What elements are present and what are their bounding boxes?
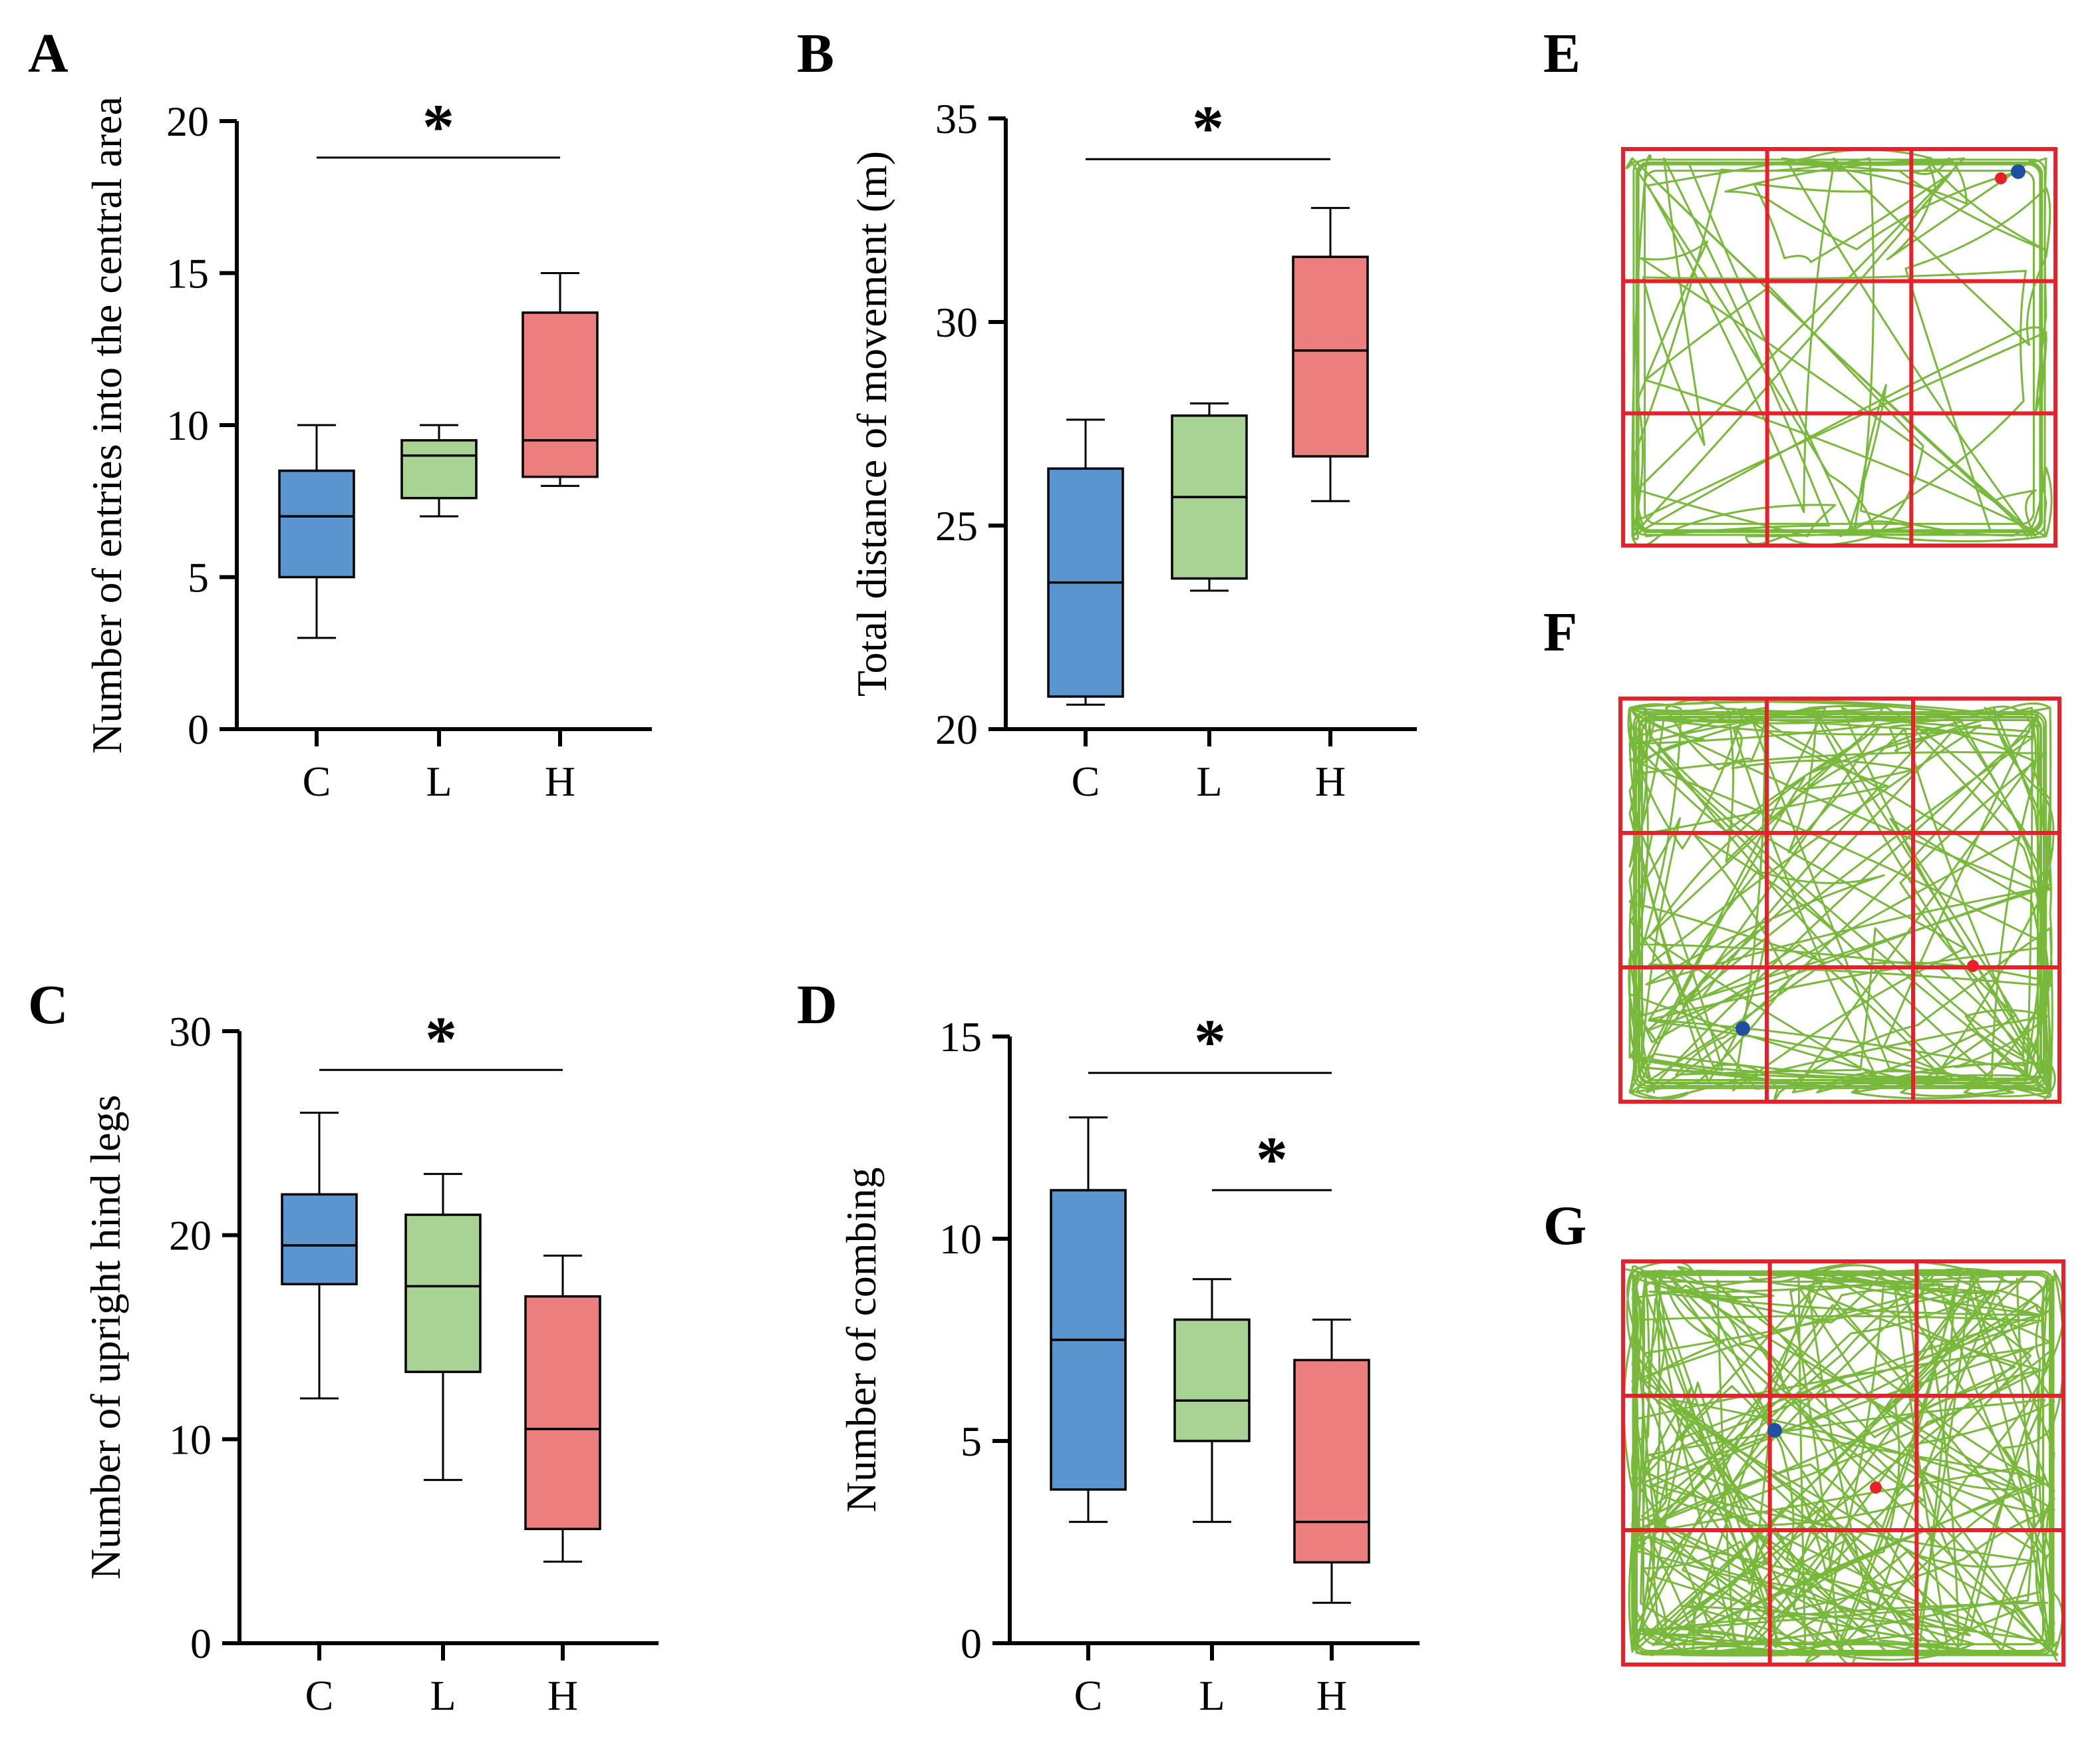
arena-border	[1621, 1259, 2065, 1667]
y-tick-label: 20	[166, 98, 209, 145]
y-tick-label: 0	[190, 1620, 212, 1667]
boxplot-panel-a: 0 5 10 15 20 C L H Number of entries into the ce…	[83, 91, 652, 805]
panel-letter-b: B	[797, 23, 834, 84]
box-l	[404, 1213, 482, 1373]
panel-letter-f: F	[1543, 601, 1577, 663]
significance-star: *	[425, 1003, 457, 1074]
y-tick-label: 0	[188, 706, 209, 753]
track-start-marker	[1735, 1021, 1750, 1036]
box-h	[1293, 1358, 1370, 1564]
y-tick-label: 10	[169, 1416, 212, 1463]
x-tick-label: L	[426, 758, 452, 805]
boxplot-panel-c: 0 10 20 30 C L H Number of upright hind legs *	[82, 1003, 659, 1719]
y-tick-label: 15	[166, 250, 209, 297]
track-end-marker	[1967, 960, 1979, 972]
x-tick-label: H	[1316, 1672, 1347, 1719]
boxplot-panel-d: 0 5 10 15 C L H Number of combing * *	[837, 1007, 1420, 1719]
box-l	[400, 439, 478, 500]
x-tick-label: C	[305, 1672, 334, 1719]
y-tick-label: 10	[939, 1215, 982, 1263]
box-c	[281, 1193, 358, 1286]
track-end-marker	[1995, 172, 2007, 184]
y-tick-label: 5	[188, 554, 209, 601]
y-axis-title: Number of combing	[837, 1168, 885, 1513]
x-tick-label: C	[303, 758, 331, 805]
track-panel-e	[1621, 147, 2057, 548]
x-tick-label: L	[1196, 758, 1222, 805]
box-c	[278, 469, 355, 579]
y-tick-label: 0	[961, 1620, 982, 1667]
significance-star: *	[1192, 92, 1224, 164]
panel-letter-d: D	[797, 974, 837, 1036]
boxplot-panel-b: 20 25 30 35 C L H Total distance of movement (m…	[848, 92, 1417, 805]
significance-star: *	[422, 91, 454, 162]
panel-letter-g: G	[1543, 1195, 1586, 1257]
track-perimeter-path	[1632, 158, 2046, 536]
x-tick-label: C	[1074, 1672, 1103, 1719]
y-axis-title: Number of upright hind legs	[82, 1095, 129, 1580]
track-panel-g	[1621, 1259, 2065, 1667]
x-tick-label: H	[545, 758, 575, 805]
box-l	[1173, 1318, 1251, 1442]
x-tick-label: L	[1199, 1672, 1225, 1719]
y-tick-label: 5	[961, 1418, 982, 1465]
box-h	[524, 1295, 601, 1531]
significance-star: *	[1256, 1124, 1288, 1195]
arena-border	[1621, 147, 2057, 548]
y-tick-label: 35	[935, 95, 978, 142]
track-end-marker	[1870, 1482, 1882, 1494]
movement-track-path	[1622, 1259, 2065, 1666]
track-panel-f	[1618, 697, 2061, 1104]
movement-track-path	[1625, 148, 2053, 548]
y-tick-label: 10	[166, 402, 209, 449]
movement-track-path	[1627, 699, 2056, 1104]
significance-star: *	[1194, 1007, 1226, 1078]
box-h	[522, 311, 599, 478]
y-tick-label: 25	[935, 502, 978, 550]
track-perimeter-path	[1635, 161, 2043, 534]
panel-letter-e: E	[1543, 23, 1580, 84]
y-tick-label: 20	[935, 706, 978, 753]
box-h	[1292, 255, 1369, 458]
y-tick-label: 30	[935, 299, 978, 346]
panel-letter-c: C	[28, 974, 69, 1036]
y-tick-label: 30	[169, 1008, 212, 1055]
x-tick-label: H	[1315, 758, 1346, 805]
track-start-marker	[1767, 1423, 1782, 1438]
x-tick-label: C	[1072, 758, 1100, 805]
panel-letter-a: A	[28, 23, 69, 84]
arena-border	[1618, 697, 2061, 1104]
x-tick-label: L	[430, 1672, 456, 1719]
y-axis-title: Total distance of movement (m)	[848, 151, 895, 697]
track-perimeter-path	[1636, 162, 2043, 533]
track-perimeter-path	[1644, 170, 2035, 525]
y-tick-label: 20	[169, 1212, 212, 1259]
x-tick-label: H	[547, 1672, 578, 1719]
y-axis-title: Number of entries into the central area	[83, 96, 130, 754]
y-tick-label: 15	[939, 1013, 982, 1060]
track-start-marker	[2011, 164, 2025, 179]
